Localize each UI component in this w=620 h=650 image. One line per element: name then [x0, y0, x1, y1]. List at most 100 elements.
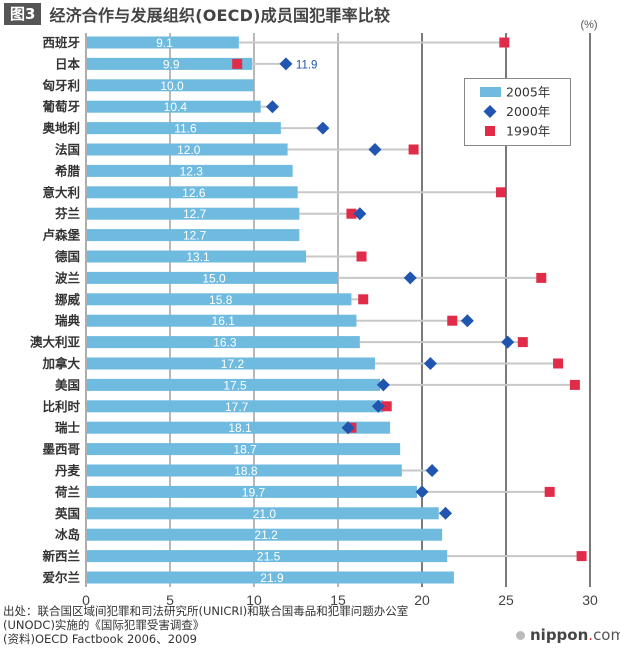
category-label: 奥地利 — [42, 121, 80, 136]
bar-2005 — [87, 400, 384, 413]
x-tick-label: 10 — [246, 592, 262, 608]
bar-2005 — [87, 314, 357, 327]
marker-1990 — [544, 486, 555, 497]
bar-value-label: 12.6 — [182, 186, 206, 200]
category-label: 法国 — [55, 142, 80, 157]
category-label: 比利时 — [42, 399, 80, 414]
x-tick-labels: 0 5 10 15 20 25 30 — [82, 592, 598, 608]
legend-label: 2005年 — [506, 85, 550, 100]
legend-swatch-square — [485, 126, 495, 136]
category-label: 德国 — [55, 249, 80, 264]
bar-value-label: 18.7 — [233, 443, 257, 457]
chart-row: 加拿大 17.2 — [41, 356, 564, 371]
marker-2000 — [425, 464, 439, 477]
marker-1990 — [553, 358, 564, 369]
bar-2005 — [87, 36, 239, 49]
marker-2000 — [439, 506, 453, 520]
x-tick-label: 25 — [498, 592, 514, 608]
category-label: 挪威 — [55, 292, 81, 307]
marker-1990 — [346, 208, 357, 219]
bar-value-label: 11.6 — [174, 122, 197, 136]
bar-value-label: 18.8 — [234, 464, 258, 478]
category-label: 卢森堡 — [42, 228, 80, 243]
chart-rows: 西班牙 9.1 日本 9.9 匈牙利 10.0 葡萄牙 10.4 奥地利 11.6 法国 12.0 希腊… — [30, 35, 587, 585]
marker-2000 — [341, 421, 355, 435]
figure-badge: 图3 — [4, 3, 42, 25]
source-line-2: (UNODC)实施的《国际犯罪受害调查》 — [3, 618, 205, 632]
chart-row: 西班牙 9.1 — [42, 35, 510, 50]
category-label: 英国 — [55, 506, 80, 521]
bar-value-label: 10.4 — [164, 100, 188, 114]
bar-2005 — [87, 57, 253, 70]
category-label: 新西兰 — [42, 549, 80, 564]
bar-value-label: 16.3 — [213, 336, 237, 350]
chart-row: 荷兰 19.7 — [54, 484, 555, 499]
bar-value-label: 21.9 — [260, 571, 284, 585]
bar-2005 — [87, 250, 307, 263]
chart-row: 美国 17.5 — [55, 377, 580, 392]
category-label: 瑞士 — [55, 420, 81, 435]
bar-value-label: 18.1 — [228, 421, 252, 435]
bar-value-label: 17.7 — [225, 400, 249, 414]
chart-row: 芬兰 12.7 — [54, 206, 367, 221]
bar-2005 — [87, 464, 402, 477]
legend-label: 1990年 — [506, 124, 550, 139]
x-tick-label: 0 — [82, 592, 90, 608]
bar-2005 — [87, 271, 338, 284]
chart-row: 瑞士 18.1 — [55, 420, 391, 435]
chart-row: 希腊 12.3 — [54, 163, 293, 178]
legend-label: 2000年 — [506, 104, 550, 119]
marker-1990 — [408, 144, 419, 155]
bar-value-label: 19.7 — [242, 485, 266, 499]
bar-2005 — [87, 528, 443, 541]
bar-2005 — [87, 164, 293, 177]
brand-tld: com — [593, 626, 620, 644]
category-label: 希腊 — [54, 163, 81, 178]
chart-row: 丹麦 18.8 — [55, 463, 439, 478]
category-label: 丹麦 — [55, 463, 81, 478]
legend-swatch-bar — [480, 87, 501, 97]
bar-value-label: 12.0 — [177, 143, 201, 157]
marker-2000 — [279, 57, 293, 71]
marker-1990 — [499, 37, 510, 48]
chart-row: 比利时 17.7 — [42, 399, 392, 414]
x-tick-label: 15 — [330, 592, 346, 608]
bar-2005 — [87, 336, 360, 349]
category-label: 美国 — [55, 377, 80, 392]
bar-2005 — [87, 122, 281, 135]
category-label: 日本 — [55, 56, 81, 71]
data-annotation: 11.9 — [296, 59, 318, 71]
category-label: 匈牙利 — [41, 78, 80, 93]
x-tick-label: 5 — [166, 592, 174, 608]
brand-logo: nippon. com — [516, 626, 620, 644]
bar-2005 — [87, 571, 454, 584]
marker-2000 — [316, 121, 330, 135]
marker-2000 — [403, 271, 417, 285]
bar-value-label: 9.1 — [156, 36, 173, 50]
chart-row: 爱尔兰 21.9 — [42, 570, 454, 585]
marker-2000 — [501, 335, 515, 349]
marker-1990 — [495, 187, 506, 198]
bar-value-label: 21.0 — [253, 507, 277, 521]
category-label: 澳大利亚 — [30, 335, 81, 350]
category-label: 葡萄牙 — [41, 99, 80, 114]
marker-1990 — [381, 401, 392, 412]
legend: 2005年 2000年 1990年 — [464, 78, 571, 146]
chart-row: 奥地利 11.6 — [42, 121, 330, 136]
category-label: 爱尔兰 — [42, 570, 80, 585]
bar-value-label: 16.1 — [212, 314, 236, 328]
marker-2000 — [353, 207, 367, 221]
marker-1990 — [517, 337, 528, 348]
bar-value-label: 12.7 — [183, 229, 207, 243]
marker-1990 — [358, 294, 369, 305]
chart-row: 挪威 15.8 — [55, 292, 369, 307]
bar-2005 — [87, 79, 254, 92]
chart-row: 澳大利亚 16.3 — [30, 335, 528, 350]
chart-row: 德国 13.1 — [55, 249, 367, 264]
chart-row: 葡萄牙 10.4 — [41, 99, 279, 114]
x-tick-label: 20 — [414, 592, 430, 608]
brand-name: nippon — [530, 626, 589, 644]
marker-1990 — [232, 58, 243, 69]
marker-2000 — [423, 357, 437, 370]
